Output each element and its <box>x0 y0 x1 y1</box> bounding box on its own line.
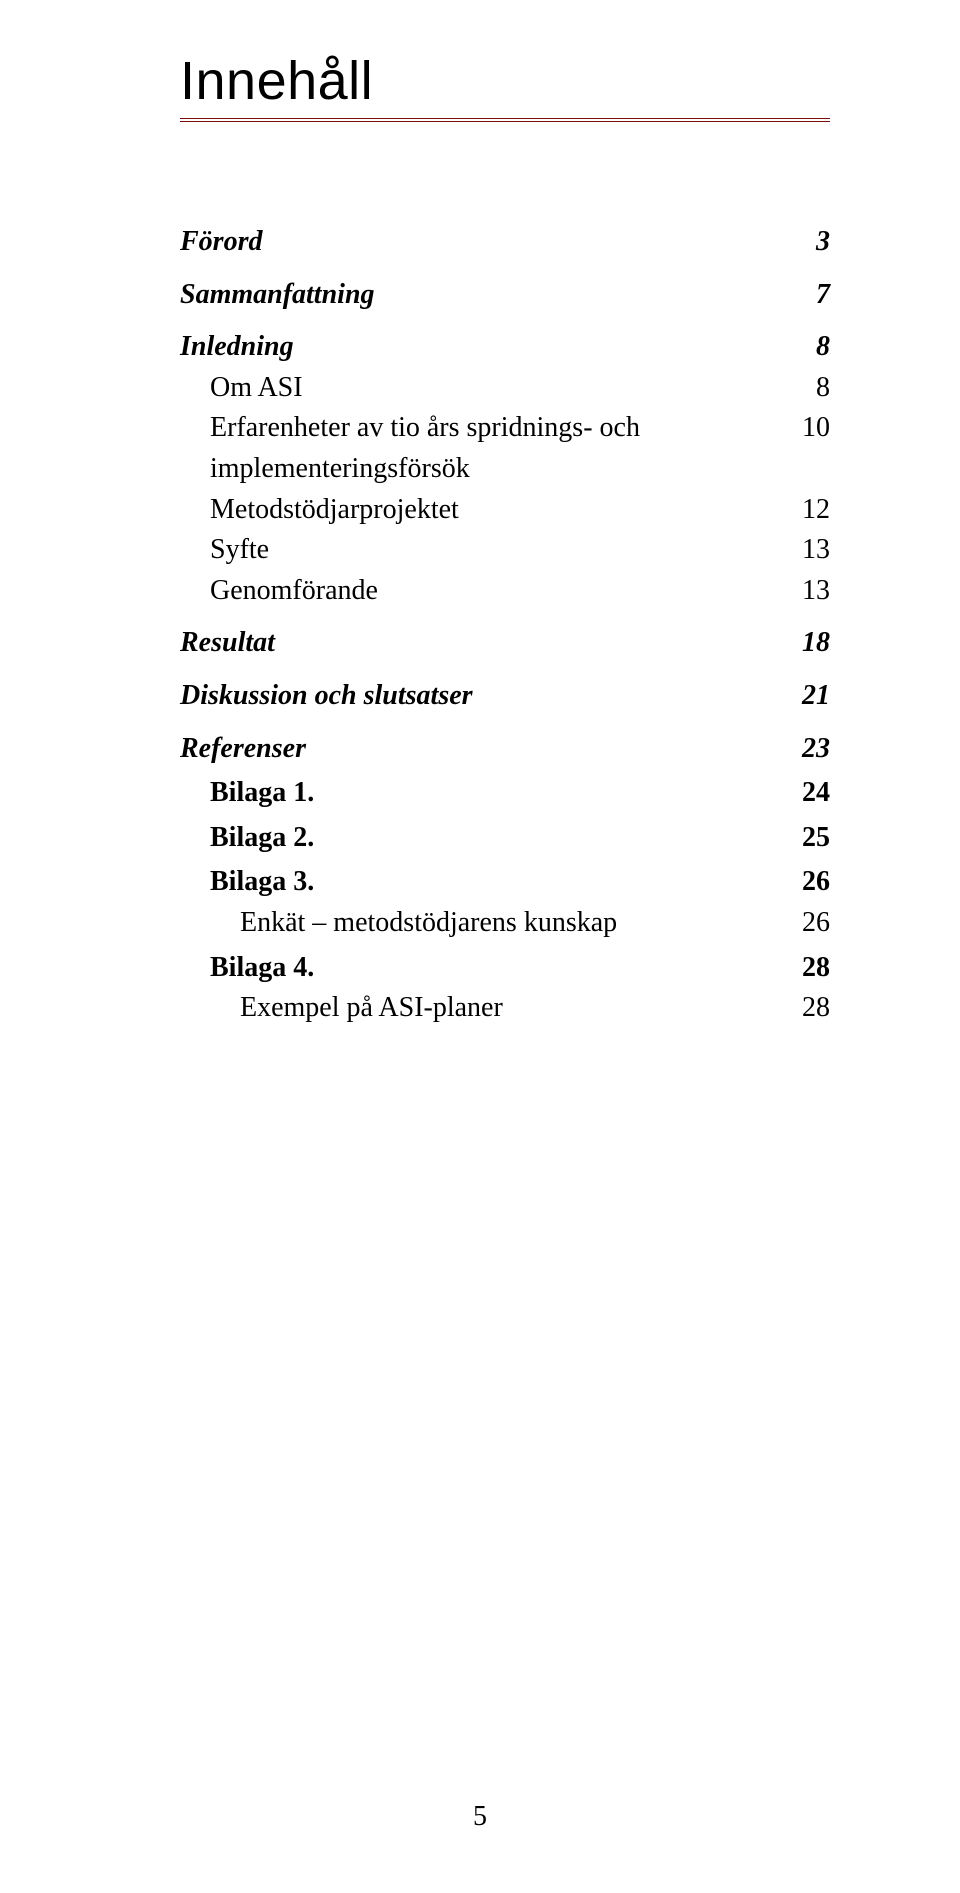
toc-page-number: 7 <box>780 275 830 316</box>
toc-row: Förord3 <box>180 222 830 263</box>
toc-row: Syfte13 <box>180 530 830 571</box>
toc-row: Genomförande13 <box>180 571 830 612</box>
toc-page-number: 8 <box>780 327 830 368</box>
toc-label: Om ASI <box>210 368 780 409</box>
page-title: Innehåll <box>180 50 830 112</box>
toc-row: Om ASI8 <box>180 368 830 409</box>
toc-label: Syfte <box>210 530 780 571</box>
toc-label: Bilaga 3. <box>210 862 780 903</box>
toc-row: Exempel på ASI-planer28 <box>180 988 830 1029</box>
toc-row: Diskussion och slutsatser21 <box>180 676 830 717</box>
toc-label: Exempel på ASI-planer <box>240 988 780 1029</box>
toc-label: Inledning <box>180 327 780 368</box>
toc-row: Bilaga 4.28 <box>180 948 830 989</box>
toc-label: Bilaga 1. <box>210 773 780 814</box>
document-page: Innehåll Förord3Sammanfattning7Inledning… <box>0 0 960 1893</box>
toc-page-number: 26 <box>780 862 830 903</box>
toc-row: Referenser23 <box>180 729 830 770</box>
toc-page-number: 8 <box>780 368 830 409</box>
toc-row: Sammanfattning7 <box>180 275 830 316</box>
toc-page-number: 24 <box>780 773 830 814</box>
toc-row: Erfarenheter av tio års spridnings- och … <box>180 408 830 489</box>
title-rule-bottom <box>180 121 830 122</box>
toc-page-number: 23 <box>780 729 830 770</box>
toc-label: Bilaga 4. <box>210 948 780 989</box>
toc-row: Bilaga 3.26 <box>180 862 830 903</box>
toc-row: Resultat18 <box>180 623 830 664</box>
toc-label: Metodstödjarprojektet <box>210 490 780 531</box>
toc-label: Genomförande <box>210 571 780 612</box>
toc-label: Diskussion och slutsatser <box>180 676 780 717</box>
toc-page-number: 26 <box>780 903 830 944</box>
toc-label: Bilaga 2. <box>210 818 780 859</box>
toc-row: Bilaga 2.25 <box>180 818 830 859</box>
toc-label: Förord <box>180 222 780 263</box>
toc-page-number: 3 <box>780 222 830 263</box>
toc-page-number: 21 <box>780 676 830 717</box>
title-rule-top <box>180 118 830 119</box>
toc-row: Inledning8 <box>180 327 830 368</box>
toc-page-number: 28 <box>780 948 830 989</box>
toc-page-number: 18 <box>780 623 830 664</box>
toc-row: Bilaga 1.24 <box>180 773 830 814</box>
table-of-contents: Förord3Sammanfattning7Inledning8Om ASI8E… <box>180 222 830 1029</box>
toc-page-number: 13 <box>780 571 830 612</box>
toc-page-number: 10 <box>780 408 830 449</box>
toc-label: Resultat <box>180 623 780 664</box>
toc-page-number: 13 <box>780 530 830 571</box>
toc-label: Sammanfattning <box>180 275 780 316</box>
toc-label: Referenser <box>180 729 780 770</box>
toc-page-number: 25 <box>780 818 830 859</box>
toc-page-number: 28 <box>780 988 830 1029</box>
toc-label: Enkät – metodstödjarens kunskap <box>240 903 780 944</box>
page-number: 5 <box>0 1801 960 1833</box>
toc-label: Erfarenheter av tio års spridnings- och … <box>210 408 780 489</box>
toc-row: Metodstödjarprojektet12 <box>180 490 830 531</box>
toc-row: Enkät – metodstödjarens kunskap26 <box>180 903 830 944</box>
toc-page-number: 12 <box>780 490 830 531</box>
